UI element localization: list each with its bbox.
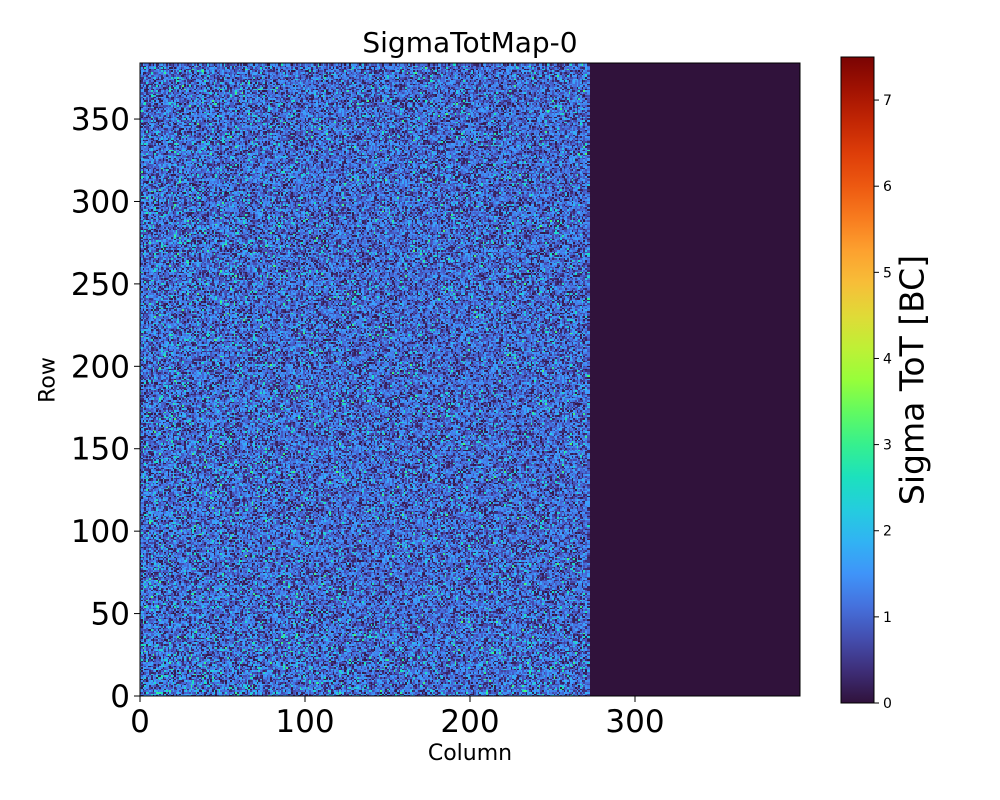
y-tick-label: 350 (71, 102, 130, 138)
x-tick-label: 200 (440, 704, 499, 740)
colorbar-tick-label: 1 (883, 610, 892, 626)
colorbar-tick-label: 7 (883, 93, 892, 109)
x-tick-label: 100 (275, 704, 334, 740)
colorbar (840, 56, 875, 704)
x-tick-label: 300 (605, 704, 664, 740)
colorbar-tick-label: 2 (883, 524, 892, 540)
colorbar-ticks: 0 1 2 3 4 5 6 7 (874, 93, 892, 712)
x-ticks: 0 100 200 300 (130, 696, 665, 740)
colorbar-tick-label: 3 (883, 438, 892, 454)
x-axis-label: Column (427, 741, 513, 766)
colorbar-tick-label: 0 (883, 696, 892, 712)
colorbar-tick-label: 5 (883, 265, 892, 281)
y-tick-label: 50 (91, 597, 130, 633)
chart-title: SigmaTotMap-0 (362, 26, 578, 59)
y-tick-label: 150 (71, 432, 130, 468)
y-tick-label: 100 (71, 514, 130, 550)
y-ticks: 0 50 100 150 200 250 300 350 (71, 102, 140, 715)
y-tick-label: 200 (71, 349, 130, 385)
colorbar-tick-label: 4 (883, 351, 892, 367)
y-tick-label: 300 (71, 184, 130, 220)
colorbar-tick-label: 6 (883, 179, 892, 195)
y-tick-label: 250 (71, 267, 130, 303)
x-tick-label: 0 (130, 704, 150, 740)
heatmap-image (140, 63, 800, 696)
y-tick-label: 0 (110, 679, 130, 715)
